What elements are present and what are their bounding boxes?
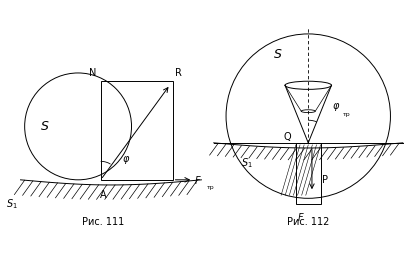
Text: $S_1$: $S_1$ xyxy=(241,157,252,170)
Text: тр: тр xyxy=(206,185,214,189)
Text: F: F xyxy=(195,176,201,186)
Text: Q: Q xyxy=(284,132,291,142)
Bar xyxy=(101,81,173,180)
Bar xyxy=(296,143,321,204)
Text: S: S xyxy=(41,120,49,133)
Text: $S_1$: $S_1$ xyxy=(7,198,18,211)
Text: N: N xyxy=(89,68,96,78)
Text: тр: тр xyxy=(343,111,351,117)
Text: Рис. 111: Рис. 111 xyxy=(82,217,124,227)
Text: Рис. 112: Рис. 112 xyxy=(287,217,330,227)
Text: A: A xyxy=(99,190,106,200)
Text: F: F xyxy=(298,213,304,223)
Text: S: S xyxy=(273,48,282,61)
Text: φ: φ xyxy=(333,101,339,111)
Text: φ: φ xyxy=(122,154,129,164)
Text: R: R xyxy=(175,68,182,78)
Text: P: P xyxy=(322,175,328,185)
